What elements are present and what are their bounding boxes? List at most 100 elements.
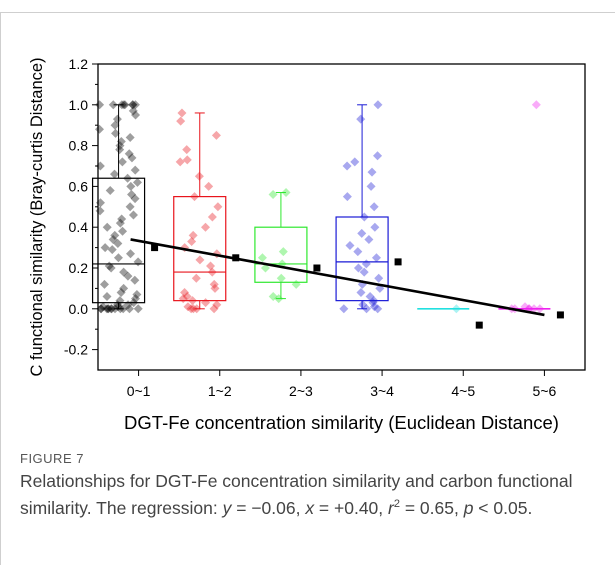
mean-marker <box>556 311 564 319</box>
x-tick-label: 4~5 <box>451 383 475 399</box>
scatter-point <box>195 255 205 265</box>
scatter-point <box>108 100 118 110</box>
scatter-point <box>356 287 366 297</box>
scatter-point <box>370 222 380 232</box>
scatter-point <box>107 245 117 255</box>
scatter-point <box>115 141 125 151</box>
y-tick-label: 0.8 <box>69 138 89 154</box>
box-iqr <box>335 216 389 302</box>
y-tick-label: 1.2 <box>69 56 89 72</box>
scatter-point <box>124 149 134 159</box>
scatter-point <box>268 190 278 200</box>
scatter-point <box>125 132 135 142</box>
caption-p-var: p <box>463 497 474 518</box>
scatter-point <box>366 181 376 191</box>
scatter-point <box>182 155 192 165</box>
scatter-point <box>359 212 369 222</box>
scatter-point <box>113 253 123 263</box>
scatter-point <box>358 300 368 310</box>
scatter-point <box>108 234 118 244</box>
scatter-point <box>113 239 123 249</box>
y-tick-label: 0.2 <box>69 260 89 276</box>
scatter-point <box>119 283 129 293</box>
scatter-point <box>112 114 122 124</box>
scatter-point <box>210 283 220 293</box>
scatter-point <box>183 302 193 312</box>
scatter-point <box>339 304 349 314</box>
scatter-point <box>111 128 121 138</box>
scatter-point <box>104 304 114 314</box>
scatter-point <box>123 173 133 183</box>
scatter-point <box>126 181 136 191</box>
scatter-point <box>176 116 186 126</box>
scatter-point <box>110 304 120 314</box>
scatter-point <box>182 292 192 302</box>
mean-marker <box>232 254 240 262</box>
scatter-point <box>129 298 139 308</box>
scatter-point <box>132 177 142 187</box>
plot-area-frame <box>97 63 586 371</box>
scatter-point <box>102 222 112 232</box>
scatter-point <box>281 188 291 198</box>
mean-marker <box>313 264 321 272</box>
scatter-point <box>373 151 383 161</box>
scatter-point <box>356 114 366 124</box>
scatter-point <box>342 161 352 171</box>
y-tick-label: 0.4 <box>69 219 89 235</box>
scatter-point <box>116 137 126 147</box>
scatter-point <box>192 304 202 314</box>
scatter-point <box>369 296 379 306</box>
scatter-point <box>110 169 120 179</box>
scatter-point <box>353 263 363 273</box>
scatter-point <box>118 304 128 314</box>
box-iqr <box>254 226 308 283</box>
scatter-point <box>99 279 109 289</box>
scatter-point <box>115 296 125 306</box>
scatter-point <box>116 287 126 297</box>
scatter-point <box>274 294 284 304</box>
caption-r-exp: 2 <box>393 498 400 510</box>
x-tick-label: 2~3 <box>289 383 313 399</box>
scatter-point <box>119 100 129 110</box>
box-iqr <box>91 177 146 304</box>
scatter-point <box>113 302 123 312</box>
scatter-point <box>524 304 534 314</box>
scatter-point <box>123 271 133 281</box>
scatter-point <box>188 304 198 314</box>
scatter-point <box>102 292 112 302</box>
caption-intro: Relationships for DGT-Fe concentration s… <box>20 471 573 518</box>
scatter-point <box>204 181 214 191</box>
scatter-point <box>127 153 137 163</box>
caption-y-var: y <box>222 497 232 518</box>
scatter-point <box>364 234 374 244</box>
scatter-point <box>190 192 200 202</box>
scatter-point <box>268 292 278 302</box>
box-plot-chart: -0.2 0.0 0.2 0.4 0.6 0.8 1.0 1.2 0~1 1~2 2~3 3~4 4~5… <box>28 56 586 433</box>
regression-line <box>130 238 545 317</box>
x-axis-title: DGT-Fe concentration similarity (Euclide… <box>124 412 559 433</box>
scatter-point <box>128 100 138 110</box>
scatter-point <box>369 202 379 212</box>
scatter-point <box>213 202 223 212</box>
scatter-point <box>529 304 539 314</box>
scatter-point <box>117 100 127 110</box>
caption-x-var: x <box>305 497 315 518</box>
scatter-point <box>276 273 286 283</box>
scatter-point <box>369 302 379 312</box>
scatter-point <box>106 304 116 314</box>
scatter-point <box>535 304 545 314</box>
caption-x-eq: = +0.40, <box>314 497 389 518</box>
scatter-point <box>128 210 138 220</box>
scatter-point <box>367 167 377 177</box>
scatter-point <box>207 212 217 222</box>
scatter-point <box>342 192 352 202</box>
scatter-point <box>368 298 378 308</box>
scatter-point <box>98 302 108 312</box>
scatter-point <box>177 108 187 118</box>
scatter-point <box>206 261 216 271</box>
scatter-point <box>128 100 138 110</box>
scatter-point <box>209 304 219 314</box>
scatter-point <box>207 267 217 277</box>
scatter-point <box>186 304 196 314</box>
scatter-point <box>130 165 140 175</box>
